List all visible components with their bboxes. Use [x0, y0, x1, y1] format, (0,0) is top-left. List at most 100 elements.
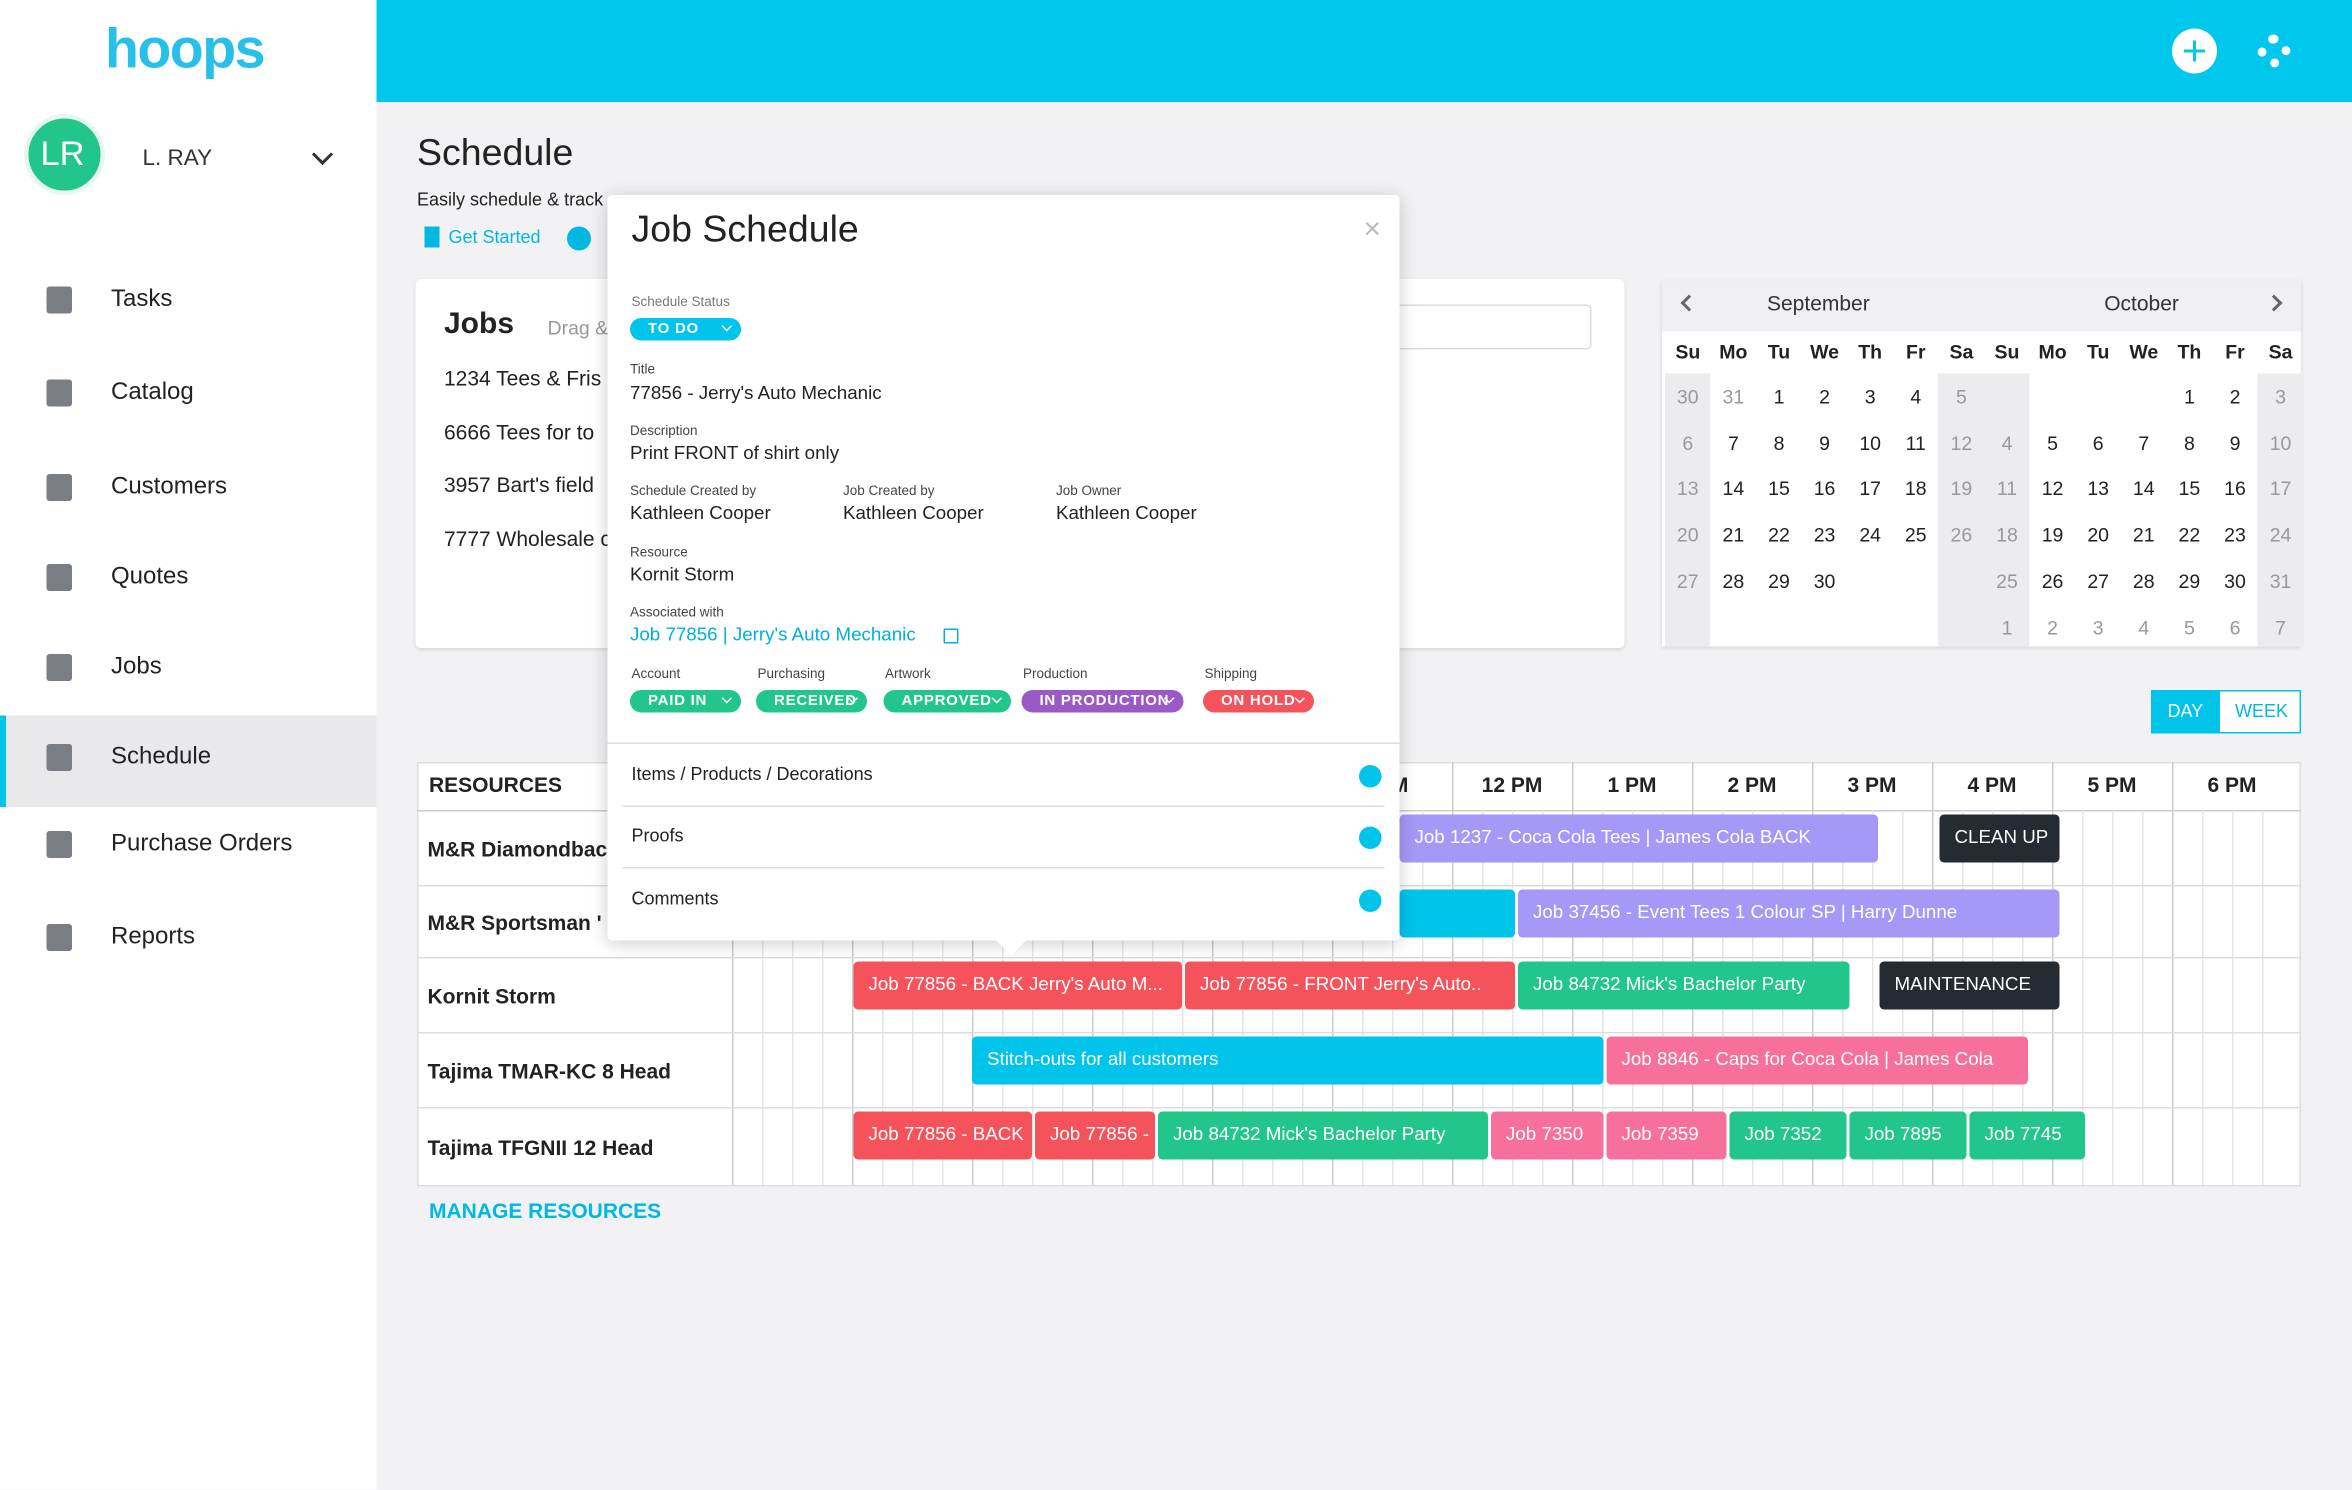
event[interactable]: Job 77856 -	[1035, 1111, 1155, 1160]
day-cell[interactable]: 29	[1768, 570, 1790, 593]
event-label[interactable]: Job 7745	[1984, 1123, 2062, 1145]
event[interactable]: Job 7745	[1969, 1111, 2085, 1160]
day-cell[interactable]: 18	[1904, 477, 1927, 501]
day-cell[interactable]: 4	[2001, 431, 2013, 454]
job-item[interactable]: 6666 Tees for to	[444, 419, 595, 444]
badge-label[interactable]: ON HOLD	[1221, 693, 1296, 710]
day-cell[interactable]: 28	[1722, 570, 1745, 593]
event-label[interactable]: Job 1237 - Coca Cola Tees | James Cola B…	[1414, 826, 1811, 848]
day-cell[interactable]: 1	[2183, 385, 2195, 408]
day-cell[interactable]: 21	[1722, 523, 1745, 547]
day-cell[interactable]: 30	[1676, 385, 1699, 408]
nav-item[interactable]: Customers	[111, 474, 228, 500]
badge-label[interactable]: PAID IN	[648, 693, 708, 710]
event[interactable]: Job 7352	[1729, 1111, 1847, 1160]
day-cell[interactable]: 19	[2041, 523, 2064, 547]
nav-item[interactable]: Quotes	[111, 564, 189, 590]
day-cell[interactable]: 28	[2132, 570, 2155, 593]
status-badge[interactable]: APPROVED	[883, 690, 1011, 713]
day-cell[interactable]: 5	[2183, 616, 2195, 639]
event-label[interactable]: Job 7359	[1621, 1123, 1699, 1145]
day-cell[interactable]: 26	[2041, 570, 2064, 593]
day-cell[interactable]: 31	[2269, 570, 2292, 593]
event-label[interactable]: CLEAN UP	[1954, 826, 2049, 848]
day-cell[interactable]: 20	[1676, 523, 1699, 547]
event-label[interactable]: Job 77856 -	[1050, 1123, 1150, 1145]
section-header[interactable]: Items / Products / Decorations	[631, 764, 873, 786]
day-cell[interactable]: 22	[2178, 523, 2201, 547]
day-cell[interactable]: 12	[2041, 477, 2064, 501]
day-cell[interactable]: 24	[1859, 523, 1882, 547]
badge-label[interactable]: RECEIVED	[774, 693, 857, 710]
day-cell[interactable]: 3	[1864, 385, 1876, 408]
badge-label[interactable]: TO DO	[648, 321, 699, 338]
day-cell[interactable]: 7	[2275, 616, 2286, 639]
event[interactable]: CLEAN UP	[1939, 814, 2060, 863]
event[interactable]: Job 84732 Mick's Bachelor Party	[1158, 1111, 1488, 1160]
event[interactable]: Job 77856 - FRONT Jerry's Auto..	[1185, 961, 1515, 1010]
job-item[interactable]: 7777 Wholesale c	[444, 526, 611, 551]
day-cell[interactable]: 5	[2047, 431, 2058, 454]
event-label[interactable]: Job 37456 - Event Tees 1 Colour SP | Har…	[1533, 901, 1958, 923]
day-cell[interactable]: 27	[2087, 570, 2110, 593]
view-toggle[interactable]: WEEK	[2218, 690, 2301, 734]
badge-label[interactable]: IN PRODUCTION	[1039, 693, 1170, 710]
day-cell[interactable]: 22	[1768, 523, 1790, 547]
event-label[interactable]: Job 7350	[1506, 1123, 1584, 1145]
status-badge[interactable]: ON HOLD	[1203, 690, 1314, 713]
close-button[interactable]: ×	[1363, 213, 1382, 246]
day-cell[interactable]: 9	[2229, 431, 2241, 454]
nav-item[interactable]: Reports	[111, 924, 196, 950]
day-cell[interactable]: 24	[2269, 523, 2292, 547]
event[interactable]: Job 7895	[1849, 1111, 1967, 1160]
add-button[interactable]	[2172, 28, 2217, 74]
status-badge[interactable]: PAID IN	[630, 690, 741, 713]
day-cell[interactable]: 26	[1950, 523, 1973, 547]
day-cell[interactable]: 25	[1904, 523, 1927, 547]
day-cell[interactable]: 13	[2087, 477, 2110, 501]
day-cell[interactable]: 17	[2269, 477, 2292, 501]
associated-link[interactable]: Job 77856 | Jerry's Auto Mechanic	[630, 624, 916, 646]
manage-resources[interactable]: MANAGE RESOURCES	[429, 1198, 662, 1223]
day-cell[interactable]: 20	[2087, 523, 2110, 547]
user-name[interactable]: L. RAY	[142, 145, 213, 171]
day-cell[interactable]: 2	[1819, 385, 1830, 408]
status-badge[interactable]: TO DO	[630, 318, 741, 341]
day-cell[interactable]: 2	[2047, 616, 2058, 639]
day-cell[interactable]: 13	[1676, 477, 1699, 501]
section-toggle[interactable]	[1359, 765, 1382, 788]
day-cell[interactable]: 9	[1819, 431, 1830, 454]
toggle-label[interactable]: WEEK	[2235, 701, 2289, 723]
day-cell[interactable]: 2	[2229, 385, 2241, 408]
day-cell[interactable]: 16	[1813, 477, 1836, 501]
day-cell[interactable]: 10	[1859, 431, 1882, 454]
event[interactable]: Job 1237 - Coca Cola Tees | James Cola B…	[1399, 814, 1878, 863]
day-cell[interactable]: 11	[1905, 431, 1926, 454]
day-cell[interactable]: 6	[1682, 431, 1694, 454]
day-cell[interactable]: 23	[1813, 523, 1836, 547]
event-label[interactable]: Job 8846 - Caps for Coca Cola | James Co…	[1621, 1048, 1994, 1070]
day-cell[interactable]: 1	[1773, 385, 1785, 408]
event[interactable]: Stitch-outs for all customers	[972, 1036, 1604, 1085]
view-toggle[interactable]: DAY	[2151, 690, 2219, 734]
event-label[interactable]: Job 7352	[1744, 1123, 1822, 1145]
event[interactable]	[1399, 889, 1515, 938]
link[interactable]: Get Started	[448, 227, 541, 249]
day-cell[interactable]: 19	[1950, 477, 1973, 501]
event-label[interactable]: Job 84732 Mick's Bachelor Party	[1173, 1123, 1446, 1145]
day-cell[interactable]: 30	[2224, 570, 2246, 593]
event-label[interactable]: Job 84732 Mick's Bachelor Party	[1533, 973, 1806, 995]
event[interactable]: Job 77856 - BACK Jerry's Auto M...	[853, 961, 1182, 1010]
day-cell[interactable]: 16	[2224, 477, 2246, 501]
day-cell[interactable]: 31	[1722, 385, 1745, 408]
event-label[interactable]: Stitch-outs for all customers	[987, 1048, 1219, 1070]
nav-item[interactable]: Schedule	[111, 744, 212, 770]
day-cell[interactable]: 8	[1773, 431, 1785, 454]
day-cell[interactable]: 10	[2269, 431, 2292, 454]
day-cell[interactable]: 14	[1722, 477, 1745, 501]
day-cell[interactable]: 30	[1813, 570, 1836, 593]
event-label[interactable]: Job 77856 - BACK Jerry's Auto M...	[868, 973, 1163, 995]
day-cell[interactable]: 21	[2132, 523, 2155, 547]
day-cell[interactable]: 5	[1955, 385, 1967, 408]
day-cell[interactable]: 17	[1859, 477, 1882, 501]
